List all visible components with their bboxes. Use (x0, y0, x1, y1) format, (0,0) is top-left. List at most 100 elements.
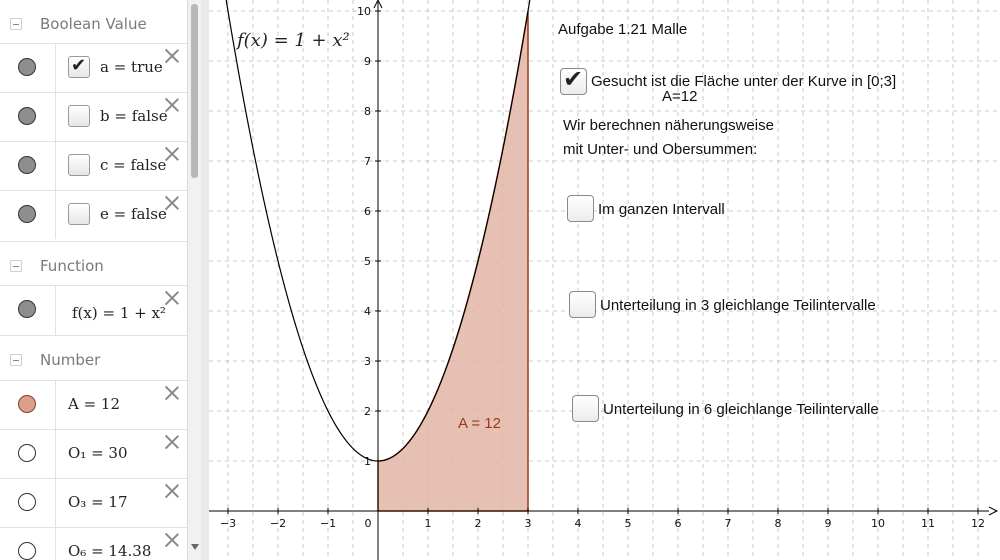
algebra-view: Boolean Value ✔ a = true b = false c = f… (0, 0, 187, 560)
checkbox-3-subintervals[interactable] (569, 291, 596, 318)
algebra-item-A[interactable]: A = 12 (0, 380, 187, 429)
delete-icon[interactable] (164, 483, 180, 499)
category-header-function[interactable]: Function (0, 241, 187, 290)
y-tick-label: 7 (364, 155, 371, 168)
category-header-number[interactable]: Number (0, 335, 187, 384)
visibility-marble[interactable] (18, 58, 36, 76)
x-tick-label: 8 (775, 517, 782, 530)
algebra-item-text[interactable]: O₁ = 30 (68, 444, 128, 462)
category-label: Function (40, 257, 104, 275)
x-tick-label: 12 (971, 517, 985, 530)
graphics-view[interactable]: −3 −2 −1 0 1 2 3 4 5 6 7 8 9 10 11 12 1 2 3 4 5 6 7 8 9 10 f(x) =… (209, 0, 1000, 560)
x-tick-label: 5 (625, 517, 632, 530)
y-tick-label: 10 (357, 5, 371, 18)
visibility-marble[interactable] (18, 493, 36, 511)
y-tick-label: 4 (364, 305, 371, 318)
checkbox-c[interactable] (68, 154, 90, 176)
check-icon: ✔ (71, 55, 87, 76)
algebra-item-c[interactable]: c = false (0, 141, 187, 190)
x-tick-label: −3 (220, 517, 236, 530)
visibility-marble[interactable] (18, 542, 36, 560)
x-axis-arrow (988, 506, 999, 516)
checkbox-whole-interval[interactable] (567, 195, 594, 222)
y-tick-label: 5 (364, 255, 371, 268)
y-tick-label: 6 (364, 205, 371, 218)
x-tick-label: 1 (425, 517, 432, 530)
check-icon: ✔ (563, 65, 584, 93)
y-tick-label: 1 (364, 455, 371, 468)
delete-icon[interactable] (164, 290, 180, 306)
checkbox-e[interactable] (68, 203, 90, 225)
x-tick-label: 10 (871, 517, 885, 530)
checkbox-a[interactable]: ✔ (68, 55, 90, 78)
category-label: Number (40, 351, 101, 369)
y-tick-label: 2 (364, 405, 371, 418)
delete-icon[interactable] (164, 385, 180, 401)
checkbox-main-label[interactable]: Gesucht ist die Fläche unter der Kurve i… (591, 73, 897, 90)
visibility-marble[interactable] (18, 205, 36, 223)
x-tick-label: −1 (320, 517, 336, 530)
delete-icon[interactable] (164, 146, 180, 162)
algebra-item-O3[interactable]: O₃ = 17 (0, 478, 187, 527)
x-tick-label: 11 (921, 517, 935, 530)
visibility-marble[interactable] (18, 156, 36, 174)
worksheet-title: Aufgabe 1.21 Malle (558, 21, 688, 38)
visibility-marble[interactable] (18, 395, 36, 413)
y-tick-label: 8 (364, 105, 371, 118)
function-curve (225, 0, 531, 462)
checkbox-main[interactable]: ✔ (560, 65, 587, 95)
delete-icon[interactable] (164, 195, 180, 211)
delete-icon[interactable] (164, 48, 180, 64)
category-header-boolean[interactable]: Boolean Value (0, 0, 187, 48)
delete-icon[interactable] (164, 532, 180, 548)
delete-icon[interactable] (164, 434, 180, 450)
algebra-item-text[interactable]: O₃ = 17 (68, 493, 128, 511)
x-tick-label: 6 (675, 517, 682, 530)
area-value-text: A=12 (662, 88, 698, 105)
collapse-icon[interactable] (10, 260, 22, 272)
option-label-3-subintervals[interactable]: Unterteilung in 3 gleichlange Teilinterv… (600, 297, 876, 314)
y-tick-label: 9 (364, 55, 371, 68)
y-axis-arrow (373, 0, 383, 9)
algebra-item-b[interactable]: b = false (0, 92, 187, 141)
x-tick-label: 7 (725, 517, 732, 530)
scroll-down-icon[interactable] (191, 544, 199, 550)
category-label: Boolean Value (40, 15, 147, 33)
scrollbar-thumb[interactable] (191, 4, 198, 178)
algebra-item-f[interactable]: f(x) = 1 + x² (0, 285, 187, 335)
x-tick-label: 4 (575, 517, 582, 530)
algebra-item-e[interactable]: e = false (0, 190, 187, 239)
description-line-2: mit Unter- und Obersummen: (563, 141, 758, 158)
algebra-item-text[interactable]: O₆ = 14.38 (68, 542, 152, 560)
area-label: A = 12 (458, 415, 501, 432)
visibility-marble[interactable] (18, 300, 36, 318)
delete-icon[interactable] (164, 97, 180, 113)
algebra-item-text[interactable]: A = 12 (68, 395, 121, 413)
collapse-icon[interactable] (10, 18, 22, 30)
x-tick-label: −2 (270, 517, 286, 530)
algebra-item-O6[interactable]: O₆ = 14.38 (0, 527, 187, 560)
x-tick-label: 0 (365, 517, 372, 530)
description-line-1: Wir berechnen näherungsweise (563, 117, 774, 134)
visibility-marble[interactable] (18, 444, 36, 462)
algebra-item-text[interactable]: f(x) = 1 + x² (72, 304, 166, 322)
visibility-marble[interactable] (18, 107, 36, 125)
algebra-item-text[interactable]: c = false (100, 156, 167, 174)
option-label-whole-interval[interactable]: Im ganzen Intervall (598, 201, 725, 218)
collapse-icon[interactable] (10, 354, 22, 366)
algebra-item-text[interactable]: a = true (100, 58, 163, 76)
view-divider[interactable] (201, 0, 209, 560)
algebra-scrollbar[interactable] (187, 0, 201, 560)
y-tick-label: 3 (364, 355, 371, 368)
x-tick-label: 9 (825, 517, 832, 530)
algebra-item-O1[interactable]: O₁ = 30 (0, 429, 187, 478)
algebra-item-text[interactable]: b = false (100, 107, 168, 125)
function-label: f(x) = 1 + x² (237, 30, 350, 51)
algebra-item-text[interactable]: e = false (100, 205, 167, 223)
option-label-6-subintervals[interactable]: Unterteilung in 6 gleichlange Teilinterv… (603, 401, 879, 418)
checkbox-6-subintervals[interactable] (572, 395, 599, 422)
x-tick-label: 2 (475, 517, 482, 530)
algebra-item-a[interactable]: ✔ a = true (0, 43, 187, 92)
checkbox-b[interactable] (68, 105, 90, 127)
